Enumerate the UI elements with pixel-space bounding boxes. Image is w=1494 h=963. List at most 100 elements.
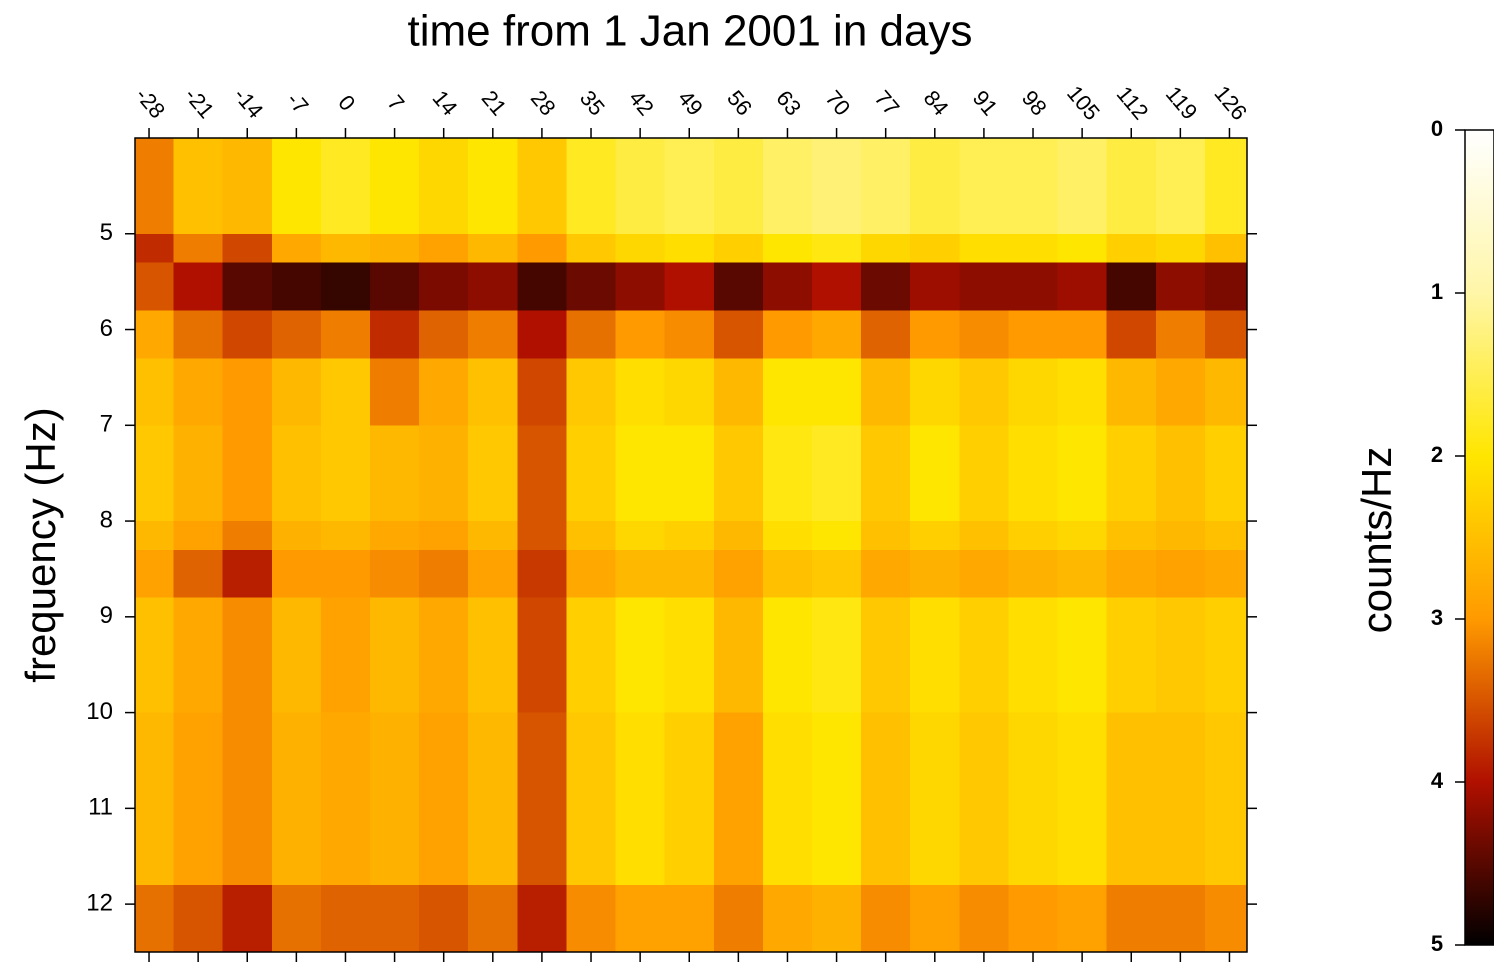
heatmap-cell bbox=[664, 262, 715, 311]
heatmap-cell bbox=[1155, 521, 1206, 551]
heatmap-cell bbox=[468, 138, 518, 235]
x-tick-label: -28 bbox=[131, 83, 171, 123]
heatmap-cell bbox=[173, 310, 224, 359]
heatmap-cell bbox=[664, 597, 715, 714]
heatmap-cell bbox=[861, 425, 911, 522]
heatmap-cell bbox=[173, 425, 224, 522]
x-tick-label: 105 bbox=[1062, 81, 1105, 125]
y-tick-label: 11 bbox=[88, 794, 113, 821]
heatmap-cell bbox=[222, 884, 273, 953]
heatmap-cell bbox=[370, 310, 420, 359]
heatmap-cell bbox=[1155, 549, 1206, 599]
heatmap-cell bbox=[1106, 425, 1157, 522]
heatmap-cell bbox=[419, 310, 469, 359]
heatmap-cell bbox=[222, 597, 273, 714]
heatmap-cell bbox=[959, 233, 1009, 263]
y-tick-label: 7 bbox=[100, 411, 113, 438]
heatmap-cell bbox=[762, 425, 813, 522]
heatmap-cell bbox=[271, 884, 322, 953]
heatmap-cell bbox=[959, 549, 1009, 599]
heatmap-cell bbox=[812, 425, 862, 522]
heatmap-cell bbox=[1008, 138, 1059, 235]
x-tick-label: 7 bbox=[382, 90, 409, 115]
heatmap-cell bbox=[468, 310, 518, 359]
heatmap-cell bbox=[370, 425, 420, 522]
heatmap-cell bbox=[517, 310, 567, 359]
heatmap-cell bbox=[419, 521, 469, 551]
heatmap-cell bbox=[1204, 425, 1248, 522]
heatmap-cell bbox=[419, 884, 469, 953]
heatmap-cell bbox=[566, 310, 617, 359]
heatmap-cell bbox=[222, 233, 273, 263]
chart-title: time from 1 Jan 2001 in days bbox=[408, 7, 973, 56]
heatmap-cell bbox=[713, 712, 764, 886]
x-tick-label: 112 bbox=[1112, 81, 1154, 124]
heatmap-cell bbox=[1155, 597, 1206, 714]
heatmap-cell bbox=[1106, 138, 1157, 235]
heatmap-cell bbox=[468, 425, 518, 522]
heatmap-cell bbox=[1106, 549, 1157, 599]
heatmap-cell bbox=[959, 597, 1009, 714]
heatmap-cell bbox=[271, 138, 322, 235]
heatmap-cell bbox=[615, 358, 666, 426]
heatmap-cell bbox=[135, 549, 175, 599]
heatmap-cell bbox=[910, 884, 960, 953]
x-tick-label: 63 bbox=[771, 86, 806, 121]
heatmap-cell bbox=[1106, 310, 1157, 359]
heatmap-cell bbox=[861, 884, 911, 953]
heatmap-cell bbox=[135, 310, 175, 359]
heatmap-cell bbox=[1057, 425, 1108, 522]
heatmap-cell bbox=[566, 521, 617, 551]
heatmap-cell bbox=[713, 262, 764, 311]
heatmap-cell bbox=[320, 597, 371, 714]
heatmap-cell bbox=[812, 712, 862, 886]
heatmap-cell bbox=[1155, 712, 1206, 886]
x-tick-label: 126 bbox=[1209, 81, 1252, 125]
heatmap-cell bbox=[271, 310, 322, 359]
heatmap-cell bbox=[1106, 233, 1157, 263]
heatmap-cell bbox=[1155, 310, 1206, 359]
heatmap-cell bbox=[910, 521, 960, 551]
x-tick-label: 77 bbox=[870, 86, 905, 121]
heatmap-cell bbox=[713, 597, 764, 714]
heatmap-cell bbox=[1155, 358, 1206, 426]
heatmap-cell bbox=[517, 884, 567, 953]
heatmap-cell bbox=[468, 521, 518, 551]
heatmap-cell bbox=[222, 310, 273, 359]
heatmap-cell bbox=[713, 310, 764, 359]
x-tick-label: 21 bbox=[477, 86, 512, 121]
heatmap-cell bbox=[320, 884, 371, 953]
heatmap-cell bbox=[320, 521, 371, 551]
heatmap-cell bbox=[566, 138, 617, 235]
heatmap-cell bbox=[1008, 425, 1059, 522]
heatmap-cell bbox=[910, 549, 960, 599]
heatmap-cell bbox=[1008, 262, 1059, 311]
colorbar-tick-label: 5 bbox=[1431, 931, 1443, 956]
heatmap-cell bbox=[1057, 884, 1108, 953]
heatmap-cell bbox=[135, 233, 175, 263]
heatmap-cell bbox=[861, 138, 911, 235]
heatmap-cell bbox=[135, 521, 175, 551]
heatmap-cell bbox=[959, 712, 1009, 886]
x-tick-label: 56 bbox=[722, 86, 757, 121]
x-tick-label: 119 bbox=[1161, 81, 1203, 124]
heatmap-cell bbox=[1057, 310, 1108, 359]
heatmap-cell bbox=[222, 425, 273, 522]
heatmap-cell bbox=[615, 138, 666, 235]
heatmap-cell bbox=[959, 358, 1009, 426]
heatmap-cell bbox=[1155, 425, 1206, 522]
x-tick-label: -14 bbox=[229, 83, 269, 123]
heatmap-cell bbox=[812, 597, 862, 714]
heatmap-cell bbox=[517, 138, 567, 235]
heatmap-cell bbox=[1204, 310, 1248, 359]
heatmap-cell bbox=[910, 358, 960, 426]
y-tick-label: 10 bbox=[86, 698, 113, 725]
heatmap-cell bbox=[222, 521, 273, 551]
heatmap-cell bbox=[713, 884, 764, 953]
heatmap-cell bbox=[713, 521, 764, 551]
heatmap-cell bbox=[1106, 358, 1157, 426]
heatmap-cell bbox=[566, 233, 617, 263]
heatmap-cell bbox=[320, 233, 371, 263]
heatmap-cell bbox=[910, 425, 960, 522]
heatmap-cell bbox=[135, 425, 175, 522]
